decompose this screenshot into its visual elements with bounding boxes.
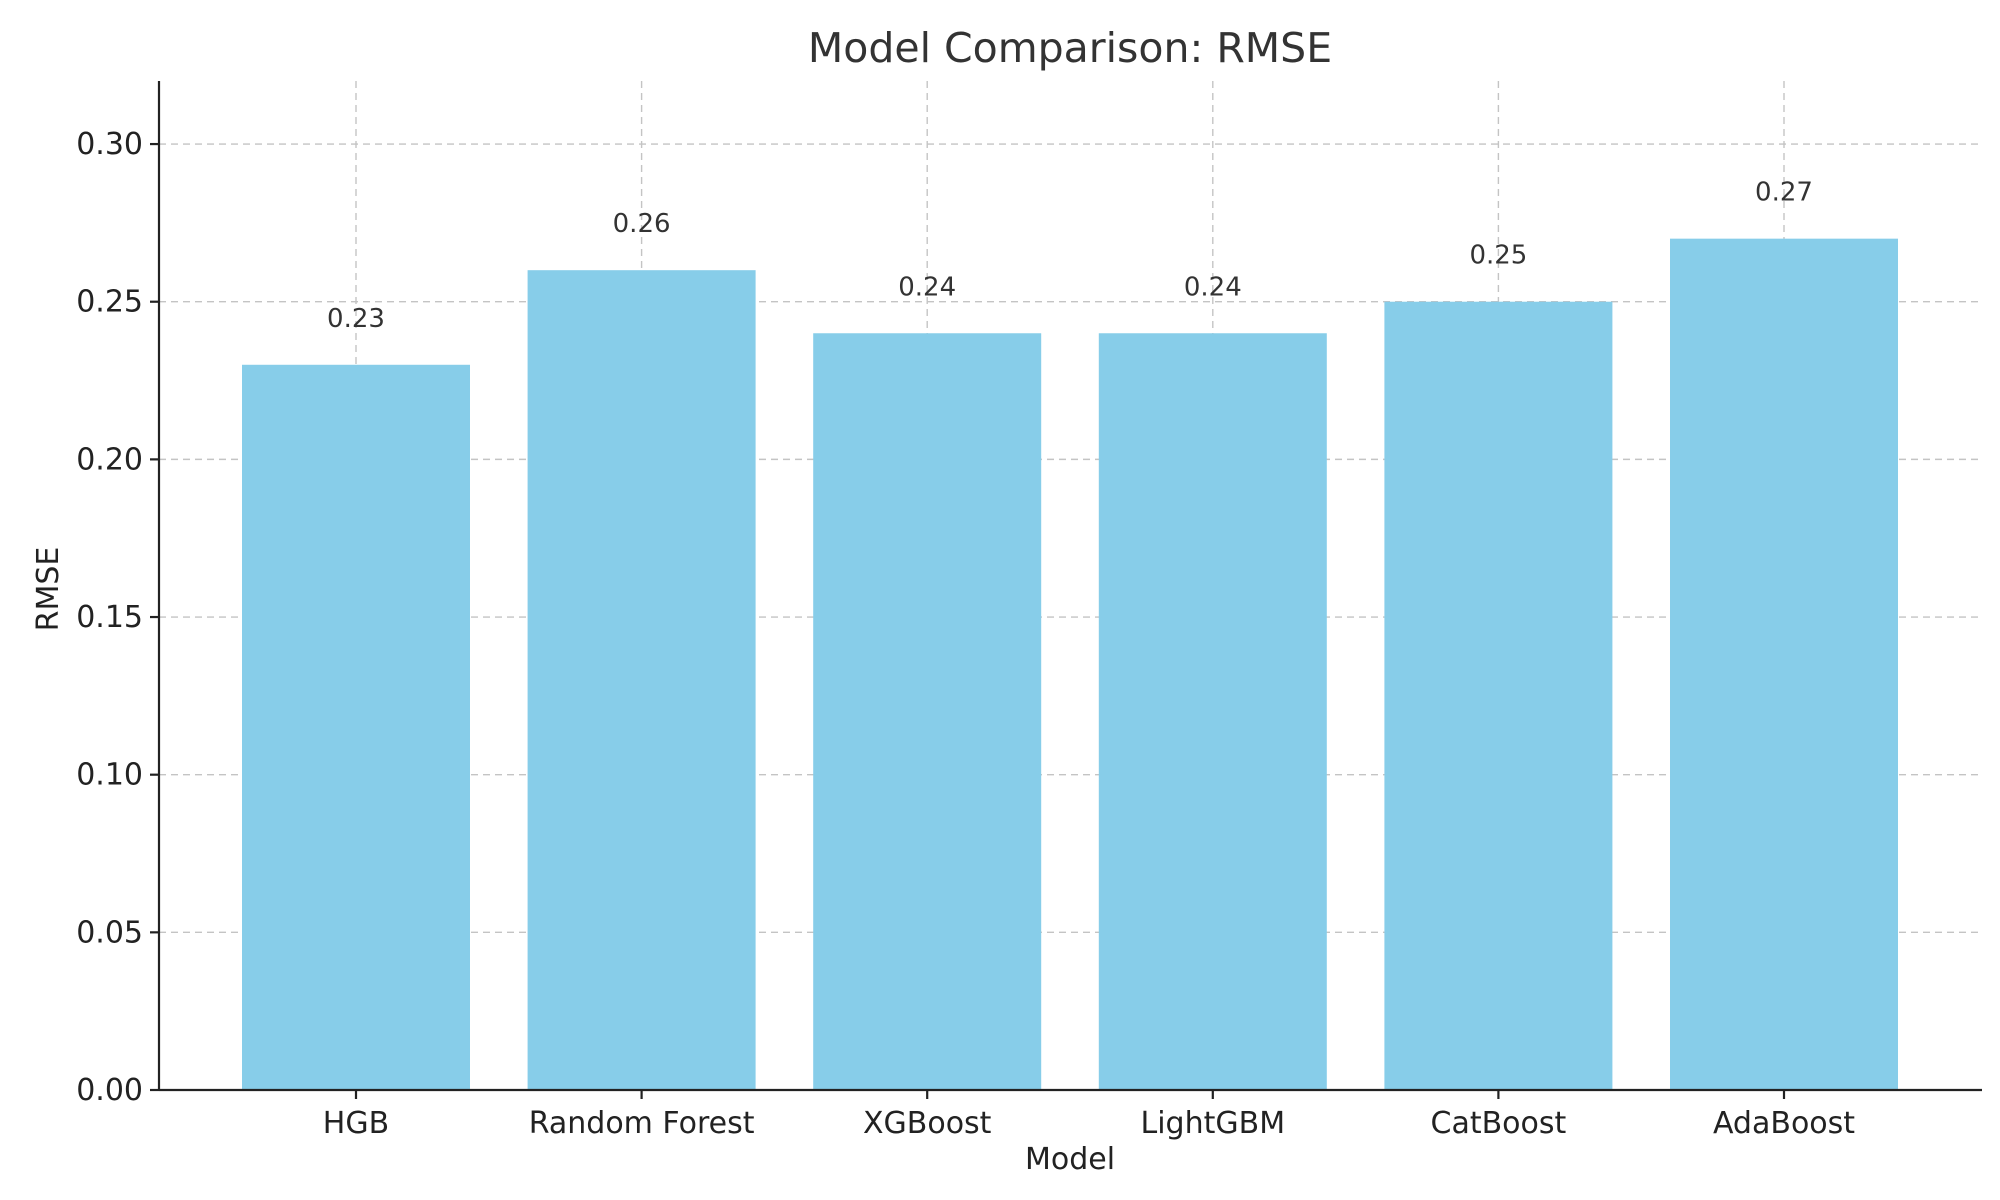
bar <box>1098 333 1327 1090</box>
x-tick-label: LightGBM <box>1141 1106 1286 1141</box>
y-tick-label: 0.00 <box>76 1073 143 1108</box>
y-tick-label: 0.05 <box>76 915 143 950</box>
x-tick-label: XGBoost <box>863 1106 992 1141</box>
axes <box>157 81 1982 1092</box>
bar-value-label: 0.23 <box>327 304 385 334</box>
bar-value-label: 0.27 <box>1755 178 1813 208</box>
chart-title: Model Comparison: RMSE <box>808 24 1332 72</box>
x-tick-label: CatBoost <box>1431 1106 1567 1141</box>
x-tick-label: AdaBoost <box>1713 1106 1855 1141</box>
bar <box>1670 238 1898 1090</box>
y-tick-label: 0.30 <box>76 127 143 162</box>
x-axis-ticks: HGB Random Forest XGBoost LightGBM CatBoost A… <box>323 1090 1855 1141</box>
bar-value-label: 0.24 <box>898 272 956 302</box>
bar-value-label: 0.24 <box>1184 272 1242 302</box>
y-axis-ticks: 0.00 0.05 0.10 0.15 0.20 0.25 0.30 <box>76 127 159 1108</box>
y-tick-label: 0.20 <box>76 442 143 477</box>
y-tick-label: 0.25 <box>76 285 143 320</box>
data-labels: 0.23 0.26 0.24 0.24 0.25 0.27 <box>327 178 1813 334</box>
bar-value-label: 0.25 <box>1469 241 1527 271</box>
bar <box>527 270 756 1090</box>
y-tick-label: 0.15 <box>76 600 143 635</box>
bar <box>1384 301 1613 1090</box>
bars <box>242 238 1898 1090</box>
x-axis-label: Model <box>1025 1142 1115 1177</box>
bar-value-label: 0.26 <box>613 209 671 239</box>
x-tick-label: Random Forest <box>529 1106 755 1141</box>
y-tick-label: 0.10 <box>76 758 143 793</box>
bar <box>242 364 470 1090</box>
x-tick-label: HGB <box>323 1106 389 1141</box>
bar <box>813 333 1042 1090</box>
y-axis-label: RMSE <box>31 547 66 632</box>
